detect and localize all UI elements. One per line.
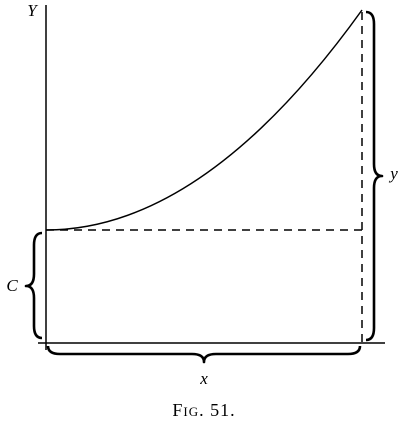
- x-label: x: [199, 369, 208, 388]
- c-label: C: [6, 276, 18, 295]
- left-brace: [24, 231, 43, 340]
- y-axis-label: Y: [27, 1, 38, 20]
- curve: [45, 9, 363, 231]
- caption: Fig. 51.: [172, 400, 235, 420]
- y-label: y: [388, 164, 398, 183]
- right-brace: [365, 10, 384, 342]
- bottom-brace: [46, 345, 362, 364]
